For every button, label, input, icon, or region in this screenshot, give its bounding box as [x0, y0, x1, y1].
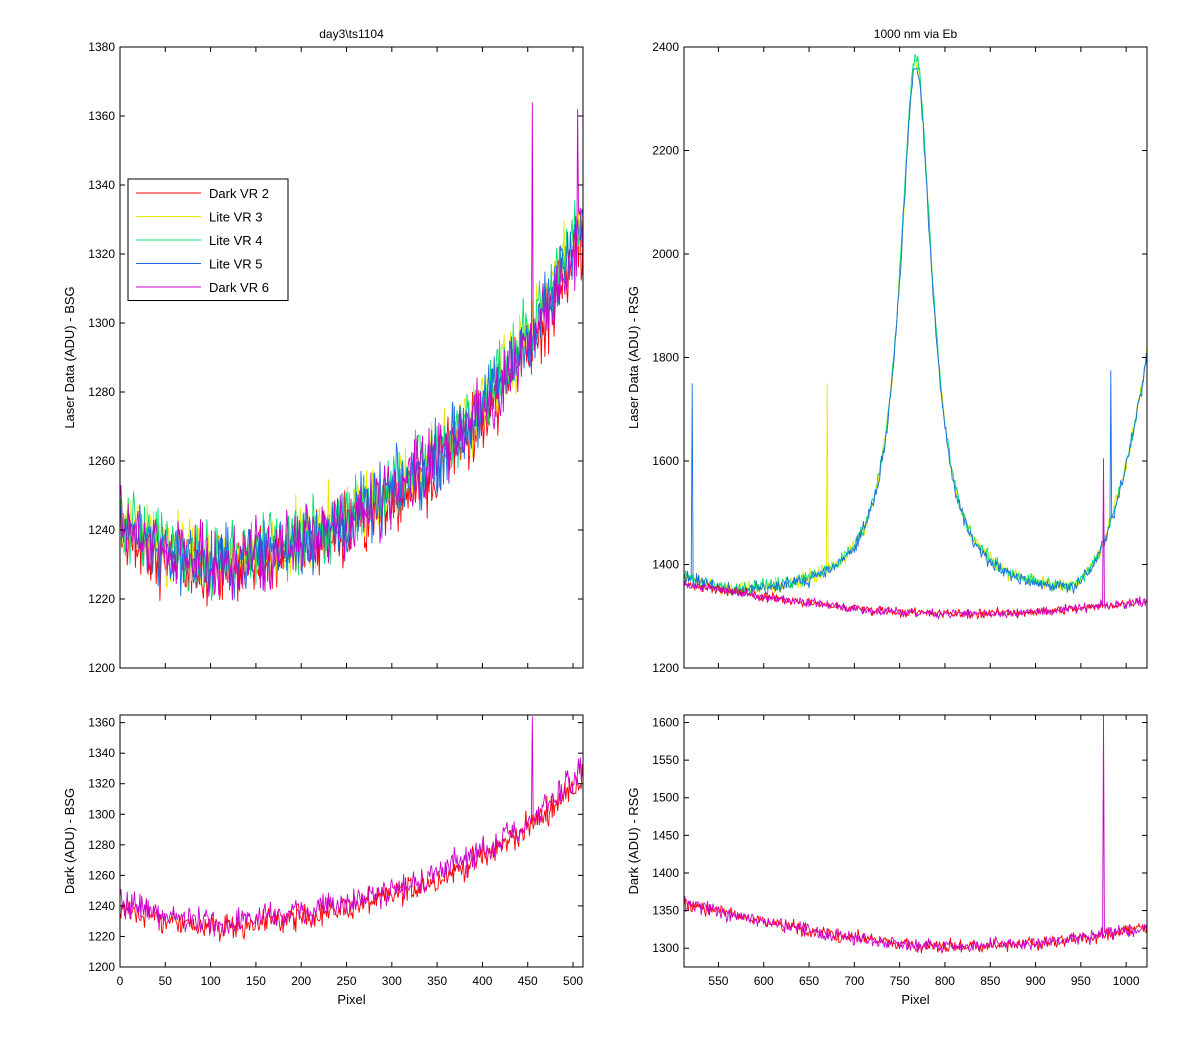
y-tick-label: 1360 [88, 716, 115, 730]
y-tick-label: 1800 [652, 351, 679, 365]
chart-title: 1000 nm via Eb [874, 27, 958, 41]
legend-label: Lite VR 4 [209, 233, 262, 248]
legend-label: Dark VR 2 [209, 186, 269, 201]
x-tick-label: 200 [291, 974, 311, 988]
x-tick-label: 50 [159, 974, 173, 988]
y-axis-label: Laser Data (ADU) - RSG [626, 286, 641, 429]
x-tick-label: 100 [201, 974, 221, 988]
x-tick-label: 300 [382, 974, 402, 988]
chart-panel-top-left: 1200 1220 1240 1260 1280 1300 1320 1340 1360 1380… [62, 27, 584, 675]
y-tick-label: 2000 [652, 247, 679, 261]
x-tick-label: 0 [117, 974, 124, 988]
y-tick-label: 1200 [88, 661, 115, 675]
y-tick-label: 1500 [652, 791, 679, 805]
x-tick-label: 900 [1026, 974, 1046, 988]
y-tick-label: 1400 [652, 866, 679, 880]
x-tick-label: 850 [980, 974, 1000, 988]
y-tick-label: 1300 [652, 941, 679, 955]
series-line-dark-vr-6 [120, 102, 583, 601]
series-line-lite-vr-4 [684, 53, 1147, 597]
y-tick-label: 1360 [88, 109, 115, 123]
x-tick-label: 250 [337, 974, 357, 988]
legend-label: Lite VR 5 [209, 257, 262, 272]
y-tick-label: 2400 [652, 40, 679, 54]
x-tick-label: 750 [890, 974, 910, 988]
series-line-dark-vr-6 [120, 716, 583, 937]
x-tick-label: 350 [427, 974, 447, 988]
y-tick-label: 1300 [88, 316, 115, 330]
legend-label: Dark VR 6 [209, 280, 269, 295]
y-tick-label: 1600 [652, 454, 679, 468]
y-tick-label: 1350 [652, 904, 679, 918]
series-line-dark-vr-6 [684, 715, 1147, 954]
y-axis-label: Dark (ADU) - BSG [62, 788, 77, 894]
series-group [120, 716, 583, 942]
series-group [120, 102, 583, 607]
y-tick-label: 1260 [88, 454, 115, 468]
y-tick-label: 1300 [88, 807, 115, 821]
y-tick-label: 1200 [88, 960, 115, 974]
y-axis-label: Laser Data (ADU) - BSG [62, 286, 77, 428]
axes-box [119, 714, 584, 968]
chart-panel-bottom-left: 0 50 100 150 200 250 300 350 400 450 500 1200 1220 12… [62, 714, 584, 1007]
series-group [684, 53, 1147, 621]
y-tick-label: 1340 [88, 746, 115, 760]
y-tick-label: 1450 [652, 828, 679, 842]
x-tick-label: 450 [518, 974, 538, 988]
series-line-dark-vr-6 [684, 458, 1147, 621]
legend: Dark VR 2 Lite VR 3 Lite VR 4 Lite VR 5 Dark… [127, 178, 289, 301]
series-line-dark-vr-2 [684, 581, 1147, 621]
y-tick-label: 1280 [88, 385, 115, 399]
chart-panel-top-right: 1200 1400 1600 1800 2000 2200 2400 1000 nm via … [626, 27, 1148, 675]
series-line-dark-vr-2 [120, 763, 583, 942]
x-tick-label: 1000 [1113, 974, 1140, 988]
x-tick-label: 150 [246, 974, 266, 988]
y-tick-label: 1260 [88, 868, 115, 882]
y-tick-label: 1550 [652, 753, 679, 767]
y-tick-label: 1220 [88, 592, 115, 606]
series-line-lite-vr-5 [120, 208, 583, 600]
x-tick-label: 400 [472, 974, 492, 988]
y-tick-label: 2200 [652, 144, 679, 158]
y-tick-label: 1200 [652, 661, 679, 675]
y-axis-label: Dark (ADU) - RSG [626, 788, 641, 895]
x-tick-label: 950 [1071, 974, 1091, 988]
x-tick-label: 600 [754, 974, 774, 988]
series-group [684, 715, 1147, 954]
chart-title: day3\ts1104 [319, 27, 384, 41]
y-tick-label: 1380 [88, 40, 115, 54]
x-axis-label: Pixel [337, 992, 365, 1007]
y-tick-label: 1400 [652, 558, 679, 572]
y-tick-label: 1320 [88, 247, 115, 261]
y-tick-label: 1320 [88, 777, 115, 791]
y-tick-label: 1240 [88, 523, 115, 537]
x-tick-label: 700 [844, 974, 864, 988]
y-tick-label: 1240 [88, 899, 115, 913]
x-axis-label: Pixel [901, 992, 929, 1007]
y-tick-label: 1220 [88, 929, 115, 943]
y-tick-label: 1340 [88, 178, 115, 192]
y-tick-label: 1600 [652, 716, 679, 730]
y-tick-label: 1280 [88, 838, 115, 852]
x-tick-label: 500 [563, 974, 583, 988]
chart-panel-bottom-right: 550 600 650 700 750 800 850 900 950 1000 1300 1350 1… [626, 714, 1148, 1007]
legend-label: Lite VR 3 [209, 210, 262, 225]
axes-box [119, 46, 584, 669]
x-tick-label: 800 [935, 974, 955, 988]
x-tick-label: 650 [799, 974, 819, 988]
axes-box [683, 714, 1148, 968]
x-tick-label: 550 [708, 974, 728, 988]
series-line-lite-vr-5 [684, 66, 1147, 597]
